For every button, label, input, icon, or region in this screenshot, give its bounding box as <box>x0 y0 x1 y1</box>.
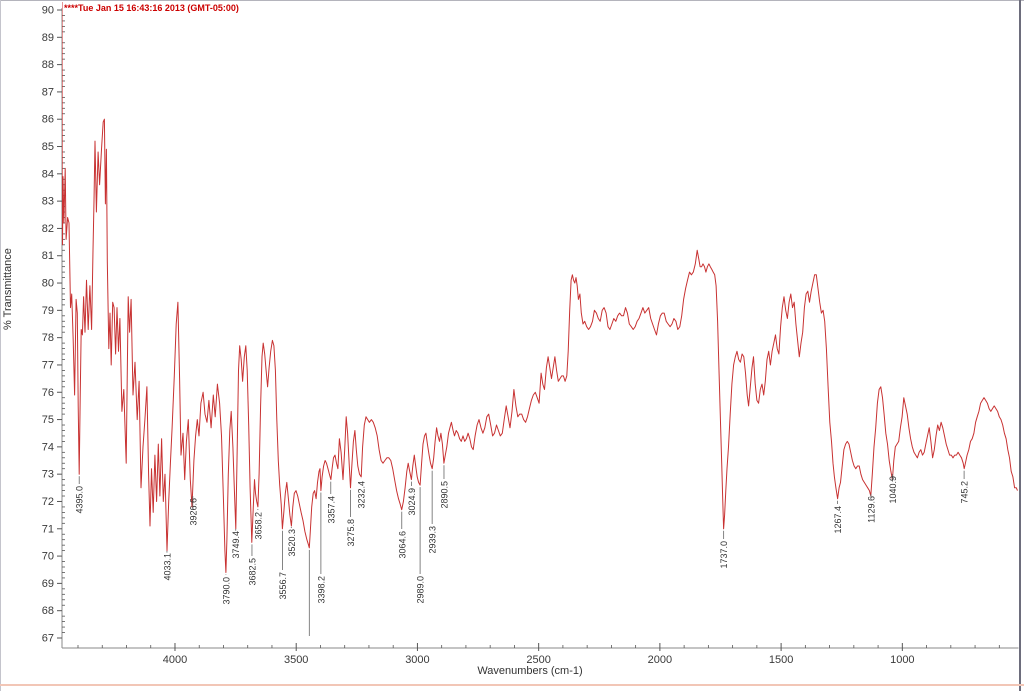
peak-label: 3275.8 <box>346 519 356 547</box>
y-tick-label: 78 <box>42 332 54 344</box>
peak-label: 1737.0 <box>719 541 729 569</box>
y-tick-label: 75 <box>42 414 54 426</box>
spectrum-trace <box>62 2 1018 573</box>
y-tick-label: 80 <box>42 278 54 290</box>
peak-label: 3398.2 <box>316 576 326 604</box>
y-tick-label: 84 <box>42 168 54 180</box>
peak-label: 2989.0 <box>416 576 426 604</box>
y-tick-label: 90 <box>42 5 54 17</box>
y-axis-title: % Transmittance <box>2 248 14 330</box>
x-tick-label: 4000 <box>163 654 187 666</box>
peak-label: 4395.0 <box>75 486 85 514</box>
y-tick-label: 83 <box>42 196 54 208</box>
peak-label: 3357.4 <box>326 496 336 524</box>
x-tick-label: 3000 <box>405 654 429 666</box>
y-tick-label: 76 <box>42 387 54 399</box>
peak-label: 3658.2 <box>253 512 263 540</box>
y-tick-label: 71 <box>42 523 54 535</box>
peak-label: 3024.9 <box>407 488 417 516</box>
peak-label: 1129.6 <box>866 496 876 523</box>
peak-label: 3749.4 <box>231 531 241 559</box>
y-tick-label: 79 <box>42 305 54 317</box>
y-tick-label: 89 <box>42 32 54 44</box>
peak-label: 3926.6 <box>188 498 198 526</box>
x-tick-label: 1000 <box>890 654 914 666</box>
peak-label: 3556.7 <box>278 572 288 600</box>
peak-label: 3520.3 <box>287 529 297 557</box>
peak-label: 3682.5 <box>247 558 257 586</box>
x-tick-label: 2500 <box>526 654 550 666</box>
y-tick-label: 85 <box>42 141 54 153</box>
peak-label: 3232.4 <box>357 481 367 509</box>
y-tick-label: 81 <box>42 250 54 262</box>
scan-timestamp: ****Tue Jan 15 16:43:16 2013 (GMT-05:00) <box>64 3 239 13</box>
y-tick-label: 88 <box>42 59 54 71</box>
peak-label: 745.2 <box>960 481 970 504</box>
y-tick-label: 70 <box>42 551 54 563</box>
y-tick-label: 72 <box>42 496 54 508</box>
window-border-bottom <box>0 684 1024 686</box>
peak-label: 3064.6 <box>397 531 407 559</box>
x-axis-title: Wavenumbers (cm-1) <box>477 665 583 677</box>
y-tick-label: 87 <box>42 86 54 98</box>
window-border-right <box>1019 0 1021 691</box>
window-border-top <box>0 0 1024 1</box>
peak-label: 2890.5 <box>439 481 449 509</box>
peak-label: 1040.9 <box>888 476 898 504</box>
y-tick-label: 68 <box>42 605 54 617</box>
x-tick-label: 2000 <box>648 654 672 666</box>
x-tick-label: 1500 <box>769 654 793 666</box>
y-tick-label: 82 <box>42 223 54 235</box>
y-tick-label: 73 <box>42 469 54 481</box>
y-tick-label: 69 <box>42 578 54 590</box>
window-border-left <box>0 0 1 691</box>
peak-label: 3790.0 <box>221 577 231 605</box>
y-tick-label: 86 <box>42 114 54 126</box>
y-tick-label: 77 <box>42 359 54 371</box>
peak-label: 1267.4 <box>833 506 843 534</box>
y-tick-label: 67 <box>42 632 54 644</box>
x-tick-label: 3500 <box>284 654 308 666</box>
peak-label: 2939.3 <box>428 526 438 554</box>
y-tick-label: 74 <box>42 441 54 453</box>
peak-label: 4033.1 <box>162 553 172 581</box>
